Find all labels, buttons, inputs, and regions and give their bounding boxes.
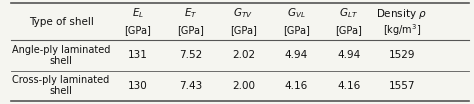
Text: [GPa]: [GPa] [177, 25, 204, 35]
Text: Type of shell: Type of shell [28, 17, 93, 27]
Text: 2.02: 2.02 [232, 50, 255, 60]
Text: 1529: 1529 [388, 50, 415, 60]
Text: Cross-ply laminated: Cross-ply laminated [12, 75, 109, 85]
Text: 131: 131 [128, 50, 148, 60]
Text: 2.00: 2.00 [232, 81, 255, 91]
Text: [GPa]: [GPa] [283, 25, 310, 35]
Text: shell: shell [50, 56, 73, 66]
Text: $G_{TV}$: $G_{TV}$ [234, 7, 253, 20]
Text: [GPa]: [GPa] [125, 25, 151, 35]
Text: 4.94: 4.94 [337, 50, 361, 60]
Text: 4.94: 4.94 [284, 50, 308, 60]
Text: 130: 130 [128, 81, 148, 91]
Text: $E_T$: $E_T$ [184, 7, 197, 20]
Text: 7.43: 7.43 [179, 81, 202, 91]
Text: Density $\rho$: Density $\rho$ [376, 7, 427, 20]
Text: Angle-ply laminated: Angle-ply laminated [12, 45, 110, 55]
Text: 4.16: 4.16 [284, 81, 308, 91]
Text: $G_{VL}$: $G_{VL}$ [287, 7, 305, 20]
Text: [GPa]: [GPa] [336, 25, 362, 35]
Text: [GPa]: [GPa] [230, 25, 257, 35]
Text: [kg/m$^3$]: [kg/m$^3$] [383, 22, 421, 38]
Text: 7.52: 7.52 [179, 50, 202, 60]
Text: 1557: 1557 [388, 81, 415, 91]
Text: shell: shell [50, 86, 73, 96]
Text: 4.16: 4.16 [337, 81, 361, 91]
Text: $G_{LT}$: $G_{LT}$ [339, 7, 358, 20]
Text: $E_L$: $E_L$ [132, 7, 144, 20]
